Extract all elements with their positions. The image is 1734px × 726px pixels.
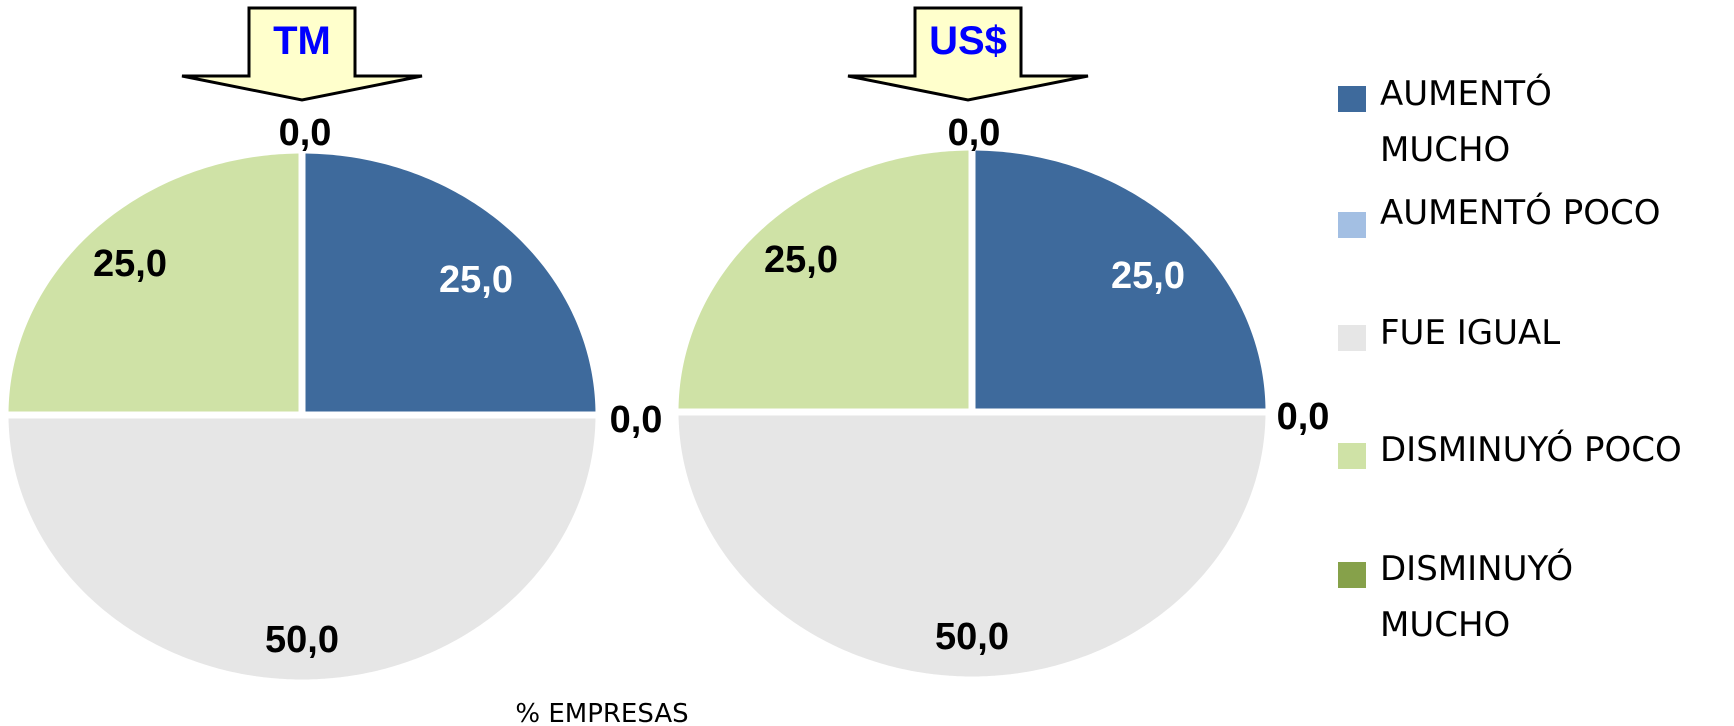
legend-item-aumento-poco: AUMENTÓ POCO: [1338, 192, 1661, 238]
pie-title-tm: TM: [273, 19, 331, 63]
arrow-shape-icon: [847, 6, 1089, 102]
pie-slice-us-fue-igual: [671, 408, 1273, 684]
legend: AUMENTÓ MUCHO AUMENTÓ POCO FUE IGUAL DISMINU…: [1338, 73, 1682, 645]
legend-swatch: [1338, 443, 1366, 469]
data-label-tm-aumento-mucho: 25,0: [439, 259, 513, 301]
data-label-tm-disminuyo-poco: 25,0: [93, 243, 167, 285]
pies-group: 25,0 0,0 50,0 25,0 0,0 TM 25,0 0,0 50,0 25,0 0,0 US…: [1, 6, 1330, 687]
pie-chart-tm: 25,0 0,0 50,0 25,0 0,0 TM: [1, 6, 663, 687]
legend-label: FUE IGUAL: [1380, 313, 1560, 353]
legend-swatch: [1338, 562, 1366, 588]
data-label-us-aumento-poco: 0,0: [1277, 396, 1330, 438]
data-label-tm-fue-igual: 50,0: [265, 619, 339, 661]
legend-swatch: [1338, 212, 1366, 238]
legend-item-fue-igual: FUE IGUAL: [1338, 313, 1560, 353]
data-label-tm-aumento-poco: 0,0: [610, 399, 663, 441]
pie-slice-tm-disminuyo-poco: [1, 146, 306, 419]
data-label-tm-disminuyo-mucho: 0,0: [279, 112, 332, 154]
data-label-us-disminuyo-mucho: 0,0: [948, 112, 1001, 154]
legend-swatch: [1338, 86, 1366, 112]
legend-label: MUCHO: [1380, 605, 1510, 645]
legend-label: DISMINUYÓ: [1380, 548, 1573, 589]
arrow-shape-icon: [181, 6, 423, 102]
pie-slice-us-disminuyo-poco: [671, 143, 976, 416]
legend-label: AUMENTÓ POCO: [1380, 192, 1661, 233]
pie-header-arrow-tm: TM: [181, 6, 423, 102]
legend-item-aumento-mucho: AUMENTÓ MUCHO: [1338, 73, 1552, 170]
legend-label: AUMENTÓ: [1380, 73, 1552, 114]
legend-label: MUCHO: [1380, 130, 1510, 170]
legend-item-disminuyo-mucho: DISMINUYÓ MUCHO: [1338, 548, 1573, 645]
chart-caption: % EMPRESAS: [515, 699, 688, 726]
data-label-us-fue-igual: 50,0: [935, 616, 1009, 658]
pie-slice-tm-fue-igual: [1, 411, 603, 687]
data-label-us-aumento-mucho: 25,0: [1111, 255, 1185, 297]
legend-swatch: [1338, 325, 1366, 351]
pie-chart-us: 25,0 0,0 50,0 25,0 0,0 US$: [671, 6, 1330, 684]
pie-title-us: US$: [929, 19, 1007, 63]
pie-slice-us-aumento-mucho: [968, 143, 1273, 416]
legend-item-disminuyo-poco: DISMINUYÓ POCO: [1338, 429, 1682, 470]
pie-header-arrow-us: US$: [847, 6, 1089, 102]
pie-slice-tm-aumento-mucho: [298, 146, 603, 419]
legend-label: DISMINUYÓ POCO: [1380, 429, 1682, 470]
data-label-us-disminuyo-poco: 25,0: [764, 239, 838, 281]
